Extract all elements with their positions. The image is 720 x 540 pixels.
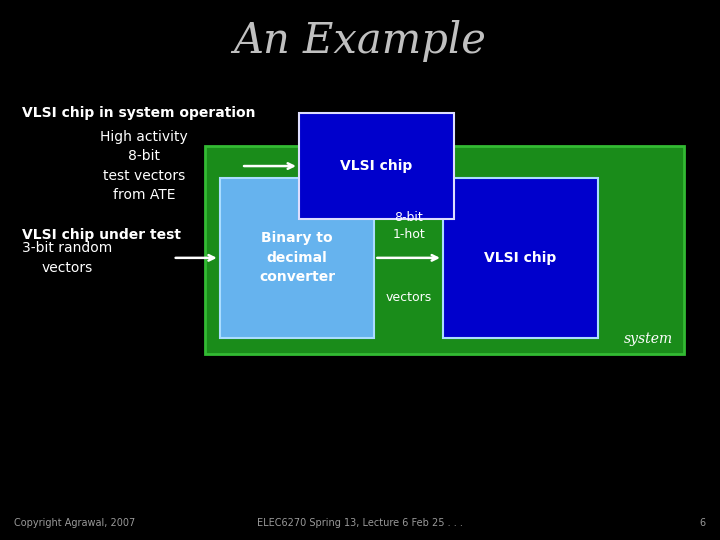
Text: An Example: An Example (233, 19, 487, 62)
Text: High activity
8-bit
test vectors
from ATE: High activity 8-bit test vectors from AT… (100, 130, 188, 202)
Text: 3-bit random
vectors: 3-bit random vectors (22, 241, 112, 275)
Bar (220, 178, 374, 338)
Text: Binary to
decimal
converter: Binary to decimal converter (259, 231, 335, 285)
Text: ELEC6270 Spring 13, Lecture 6 Feb 25 . . .: ELEC6270 Spring 13, Lecture 6 Feb 25 . .… (257, 518, 463, 528)
Bar (443, 178, 598, 338)
Bar (205, 146, 684, 354)
Text: 8-bit
1-hot: 8-bit 1-hot (392, 211, 425, 241)
Text: vectors: vectors (385, 291, 432, 304)
Text: VLSI chip in system operation: VLSI chip in system operation (22, 106, 255, 120)
Bar (299, 113, 454, 219)
Text: system: system (624, 332, 673, 346)
Text: 6: 6 (699, 518, 706, 528)
Text: VLSI chip under test: VLSI chip under test (22, 228, 181, 242)
Text: Copyright Agrawal, 2007: Copyright Agrawal, 2007 (14, 518, 135, 528)
Text: VLSI chip: VLSI chip (484, 251, 557, 265)
Text: VLSI chip: VLSI chip (340, 159, 413, 173)
